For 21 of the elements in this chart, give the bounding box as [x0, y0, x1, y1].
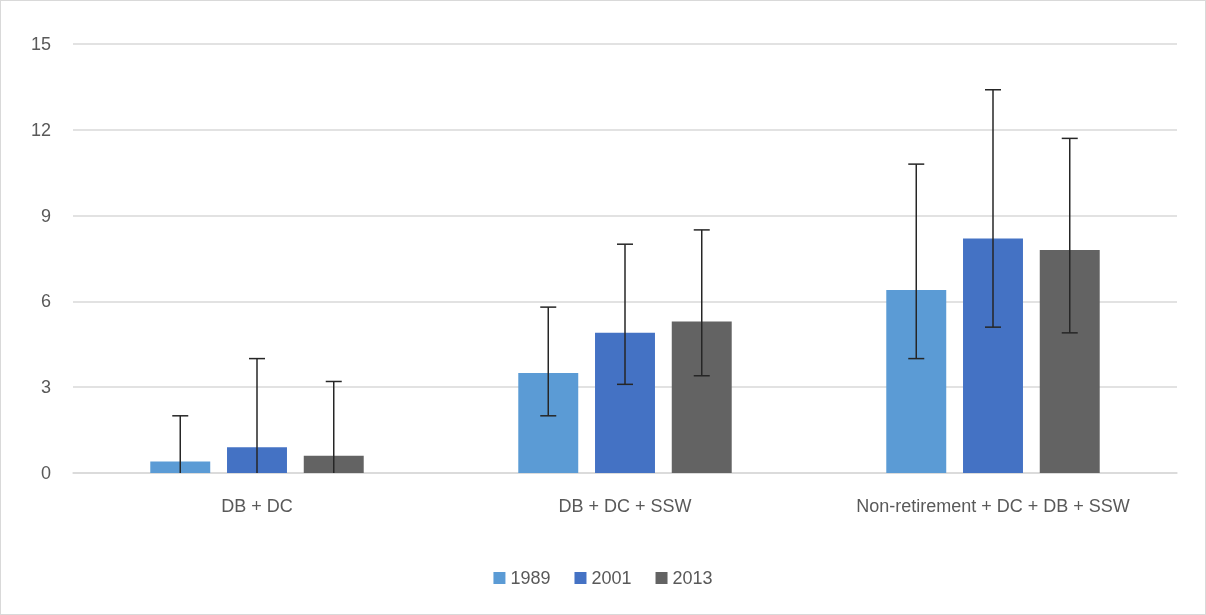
legend-label: 2001 — [591, 568, 632, 588]
x-tick-label: Non-retirement + DC + DB + SSW — [856, 496, 1130, 516]
bar — [671, 321, 732, 473]
y-tick-label: 6 — [40, 291, 51, 312]
y-tick-label: 12 — [30, 119, 51, 140]
y-tick-label: 0 — [40, 463, 51, 483]
y-tick-label: 9 — [40, 205, 51, 226]
x-tick-label: DB + DC + SSW — [558, 496, 692, 516]
legend-label: 1989 — [510, 568, 551, 588]
legend-label: 2013 — [672, 568, 713, 588]
y-tick-label: 3 — [40, 377, 51, 398]
y-tick-label: 15 — [30, 34, 51, 54]
bar — [227, 447, 287, 473]
x-tick-label: DB + DC — [221, 496, 293, 516]
bar — [518, 372, 579, 473]
bar — [963, 238, 1023, 473]
bar — [303, 455, 364, 473]
bar — [886, 289, 947, 473]
bar — [1039, 249, 1100, 473]
bar — [595, 332, 655, 473]
bar — [150, 461, 211, 473]
